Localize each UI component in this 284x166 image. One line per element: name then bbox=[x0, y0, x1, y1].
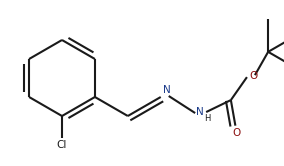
Text: N: N bbox=[163, 85, 170, 95]
Text: N: N bbox=[196, 107, 204, 117]
Text: O: O bbox=[232, 128, 241, 138]
Text: O: O bbox=[249, 71, 257, 81]
Text: Cl: Cl bbox=[57, 140, 67, 150]
Text: H: H bbox=[204, 114, 210, 123]
